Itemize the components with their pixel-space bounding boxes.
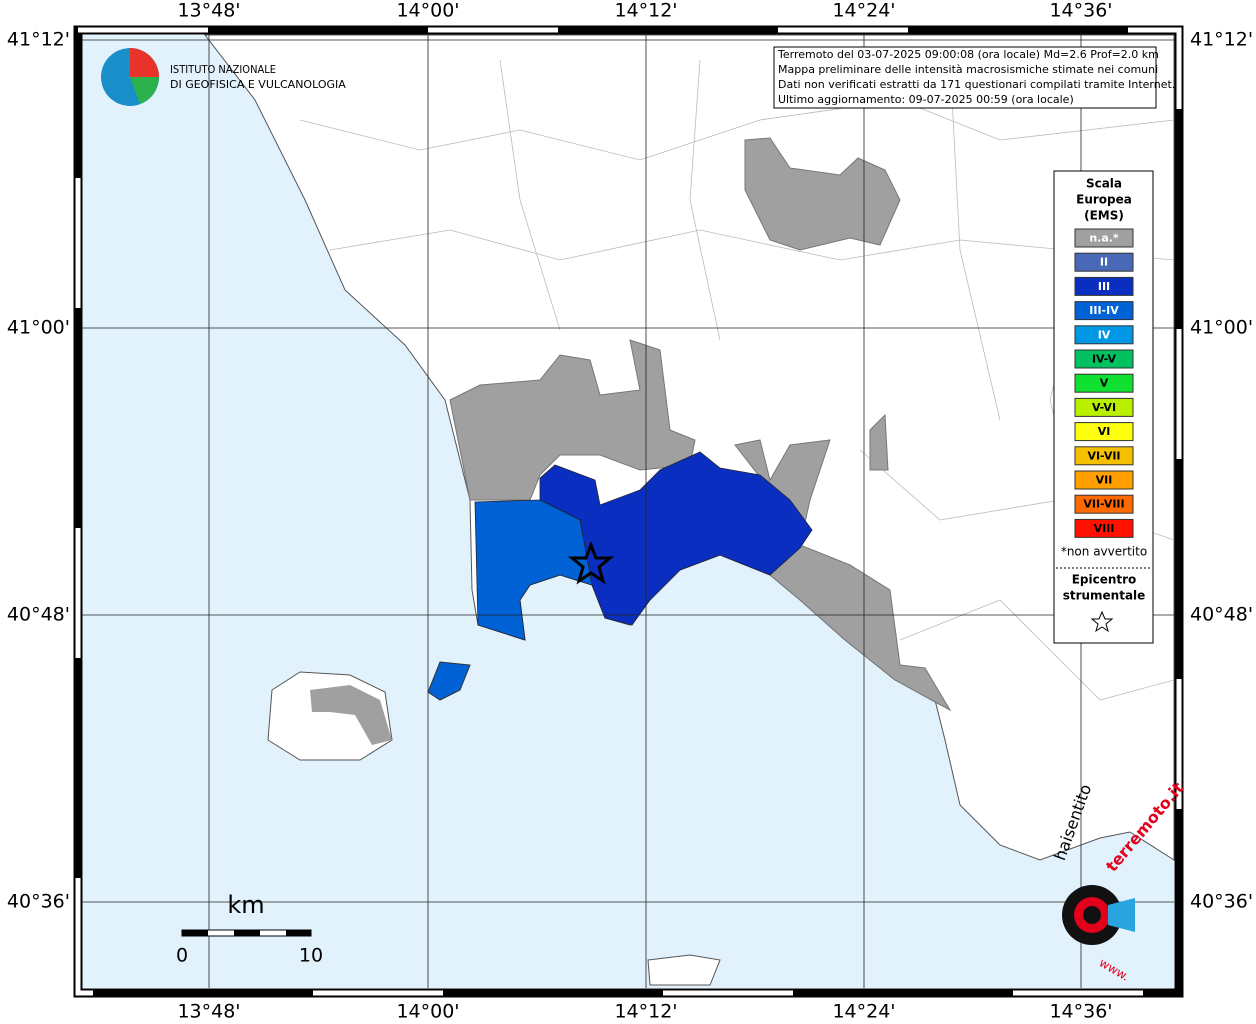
ingv-logo-part (130, 77, 159, 104)
legend-label: VII (1096, 474, 1113, 487)
longitude-label: 14°24' (832, 1001, 895, 1023)
longitude-label: 13°48' (177, 1001, 240, 1023)
latitude-label: 41°00' (7, 317, 70, 339)
longitude-label: 14°12' (614, 0, 677, 22)
intensity-iii (539, 451, 813, 626)
legend-swatch (1074, 446, 1134, 466)
legend-label: VI-VII (1087, 449, 1120, 462)
legend-label: n.a.* (1089, 232, 1119, 245)
latitude-label: 40°48' (1190, 604, 1253, 626)
ingv-logo-part (130, 48, 159, 77)
legend: ScalaEuropea(EMS)n.a.*IIIIIIII-IVIVIV-VV… (1074, 177, 1134, 538)
legend-title: Europea (1076, 193, 1132, 207)
legend-label: V-VI (1092, 401, 1116, 414)
scale-label: 0 (176, 945, 188, 967)
legend-star (1090, 610, 1114, 633)
longitude-label: 14°24' (832, 0, 895, 22)
legend-swatch (1074, 397, 1134, 417)
latitude-label: 40°48' (7, 604, 70, 626)
latitude-label: 41°12' (1190, 29, 1253, 51)
badge (1062, 885, 1135, 945)
info-line: Dati non verificati estratti da 171 ques… (778, 78, 1175, 91)
legend-label: III (1098, 280, 1110, 293)
epicenter-star (567, 540, 615, 585)
longitude-label: 14°00' (396, 0, 459, 22)
latitude-label: 40°36' (1190, 891, 1253, 913)
latitude-label: 41°12' (7, 29, 70, 51)
legend-swatch (1074, 276, 1134, 296)
legend-swatch (1074, 494, 1134, 514)
longitude-label: 14°00' (396, 1001, 459, 1023)
longitude-label: 14°12' (614, 1001, 677, 1023)
latitude-label: 40°36' (7, 891, 70, 913)
legend-swatch (1074, 252, 1134, 272)
boundaries (299, 59, 1175, 701)
legend-swatch (1074, 470, 1134, 490)
institute-name: ISTITUTO NAZIONALE (170, 63, 276, 76)
legend-label: V (1100, 377, 1109, 390)
legend-label: III-IV (1089, 304, 1119, 317)
legend-label: IV (1098, 328, 1111, 341)
legend-swatch (1074, 422, 1134, 442)
gray-region-far-e (869, 413, 889, 471)
longitude-label: 14°36' (1049, 0, 1112, 22)
scale-label: 10 (299, 945, 323, 967)
longitude-label: 14°36' (1049, 1001, 1112, 1023)
gray-region-ne (744, 137, 901, 251)
grid (82, 35, 1174, 988)
gray-region-n (449, 339, 696, 501)
legend-label: VII-VIII (1083, 498, 1124, 511)
legend-epicenter: Epicentro (1072, 573, 1137, 587)
legend-swatch (1074, 518, 1134, 538)
scale-unit: km (227, 891, 264, 919)
info-text: Terremoto del 03-07-2025 09:00:08 (ora l… (777, 48, 1175, 106)
scale-bar (181, 929, 312, 937)
legend-swatch (1074, 301, 1134, 321)
legend-swatch (1074, 349, 1134, 369)
legend-label: VIII (1094, 522, 1115, 535)
latitude-label: 41°00' (1190, 317, 1253, 339)
info-line: Mappa preliminare delle intensità macros… (778, 63, 1158, 76)
legend-title: Scala (1086, 177, 1122, 191)
capri (647, 954, 721, 986)
frame (73, 25, 1184, 998)
legend-swatch (1074, 373, 1134, 393)
info-line: Terremoto del 03-07-2025 09:00:08 (ora l… (777, 48, 1159, 61)
intensity-iii-iv (474, 499, 593, 641)
institute-name: DI GEOFISICA E VULCANOLOGIA (170, 78, 346, 91)
procida (427, 661, 471, 701)
legend-label: VI (1098, 425, 1111, 438)
legend-label: IV-V (1092, 353, 1117, 366)
legend-label: II (1100, 256, 1108, 269)
legend-note: *non avvertito (1061, 545, 1147, 559)
longitude-label: 13°48' (177, 0, 240, 22)
info-line: Ultimo aggiornamento: 09-07-2025 00:59 (… (778, 93, 1074, 106)
legend-epicenter: strumentale (1063, 589, 1146, 603)
info-box (773, 46, 1157, 109)
legend-swatch (1074, 325, 1134, 345)
ischia-gray (310, 685, 392, 745)
legend-title: (EMS) (1084, 209, 1124, 223)
legend-swatch (1074, 228, 1134, 248)
